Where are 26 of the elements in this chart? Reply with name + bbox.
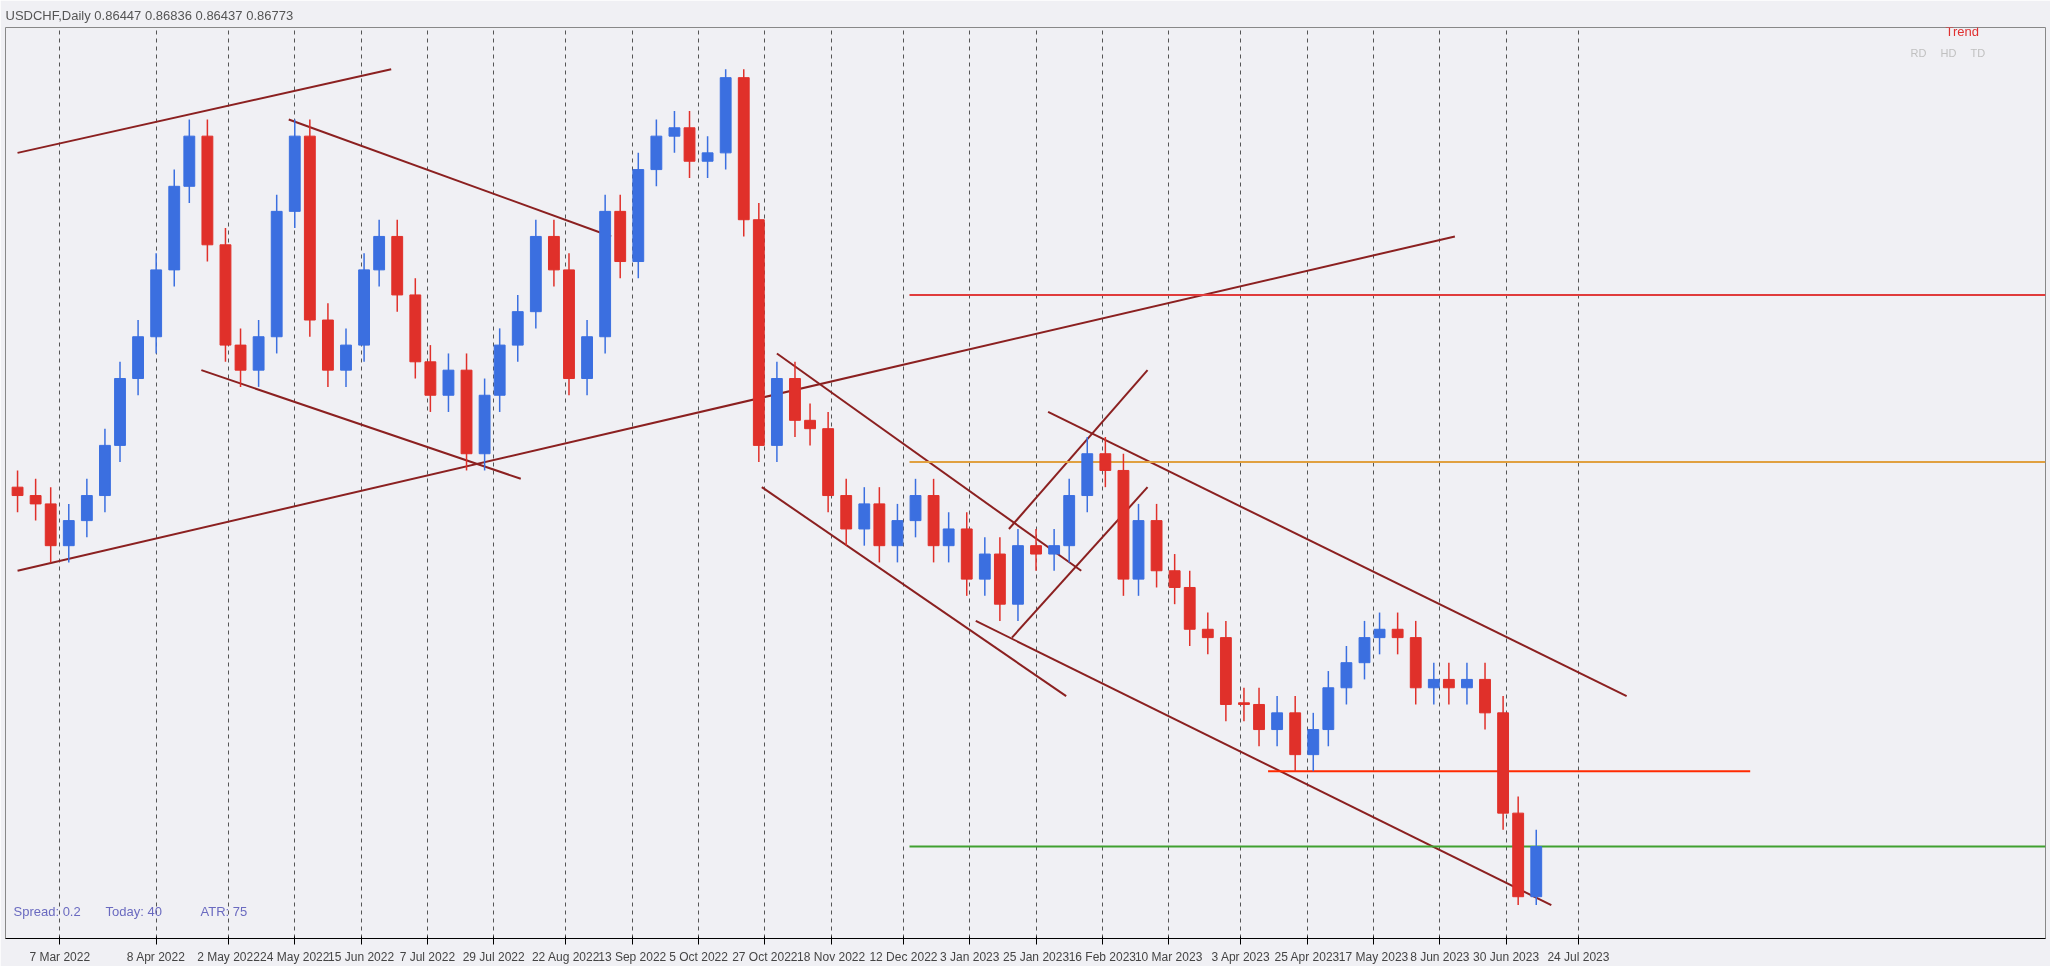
x-tick-label: 30 Jun 2023 [1473,949,1540,964]
x-tick-label: 16 Feb 2023 [1068,949,1137,964]
x-tick-label: 2 May 2022 [197,949,261,964]
annotation: Spread: 0.2 [13,903,81,919]
x-tick-label: 25 Jan 2023 [1003,949,1070,964]
x-tick-label: 7 Mar 2022 [29,949,91,964]
x-tick-label: 7 Jul 2022 [399,949,456,964]
x-tick-label: 8 Jun 2023 [1410,949,1470,964]
chart-title: USDCHF,Daily 0.86447 0.86836 0.86437 0.86773 [5,7,294,23]
x-tick-label: 18 Nov 2022 [797,949,866,964]
x-tick-label: 29 Jul 2022 [462,949,526,964]
x-tick-label: 24 May 2022 [260,949,330,964]
x-tick-label: 15 Jun 2022 [328,949,395,964]
x-tick-label: 22 Aug 2022 [531,949,600,964]
x-tick-label: 13 Sep 2022 [598,949,667,964]
x-tick-label: 24 Jul 2023 [1547,949,1610,964]
annotation: Today: 40 [105,903,162,919]
x-tick-label: 5 Oct 2022 [669,949,729,964]
x-tick-label: 17 May 2023 [1338,949,1409,964]
x-tick-label: 8 Apr 2022 [126,949,186,964]
x-tick-label: 25 Apr 2023 [1274,949,1340,964]
x-tick-label: 12 Dec 2022 [869,949,938,964]
x-tick-label: 3 Apr 2023 [1211,949,1270,964]
annotation: ATR: 75 [200,903,248,919]
x-tick-label: 27 Oct 2022 [732,949,798,964]
x-tick-label: 3 Jan 2023 [940,949,1000,964]
